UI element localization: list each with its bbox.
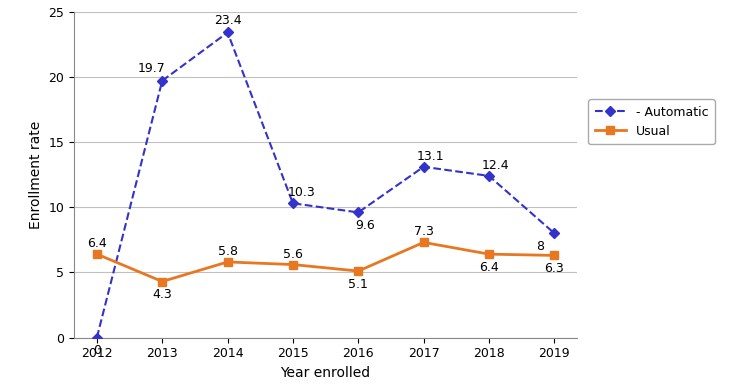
Text: 10.3: 10.3: [287, 186, 315, 199]
Text: 19.7: 19.7: [137, 62, 165, 75]
Text: 5.8: 5.8: [218, 245, 238, 258]
Text: 12.4: 12.4: [482, 159, 510, 172]
Text: 23.4: 23.4: [214, 14, 241, 27]
Legend: - Automatic, Usual: - Automatic, Usual: [588, 99, 715, 144]
Text: 5.6: 5.6: [283, 248, 303, 261]
Text: 6.4: 6.4: [87, 237, 107, 250]
Text: 6.3: 6.3: [545, 262, 564, 275]
Text: 13.1: 13.1: [417, 150, 445, 163]
Text: 0: 0: [93, 344, 101, 357]
Text: 5.1: 5.1: [349, 278, 369, 291]
Text: 8: 8: [536, 240, 545, 253]
X-axis label: Year enrolled: Year enrolled: [280, 366, 371, 380]
Text: 7.3: 7.3: [414, 225, 434, 239]
Text: 9.6: 9.6: [355, 219, 375, 232]
Text: 6.4: 6.4: [479, 261, 499, 274]
Text: 4.3: 4.3: [152, 288, 172, 301]
Y-axis label: Enrollment rate: Enrollment rate: [29, 121, 43, 229]
